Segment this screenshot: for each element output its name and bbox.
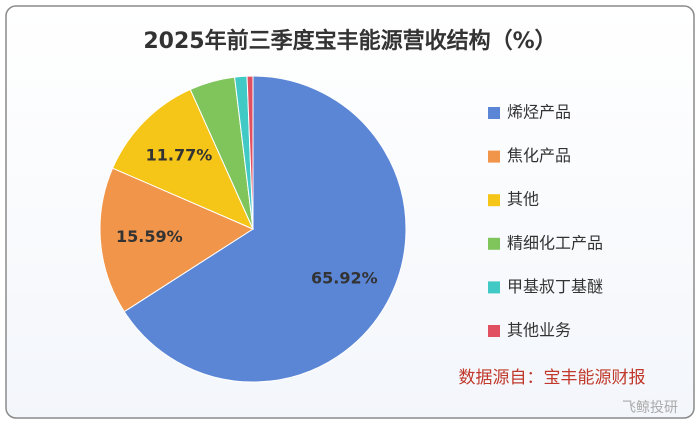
legend-swatch (488, 194, 500, 207)
data-label: 15.59% (116, 227, 183, 246)
legend-label: 焦化产品 (507, 146, 571, 165)
legend-label: 其他业务 (507, 321, 571, 340)
legend-swatch (488, 150, 500, 163)
pie-slice (123, 75, 407, 383)
watermark: 飞鲸投研 (622, 400, 678, 416)
data-label: 65.92% (311, 268, 378, 287)
legend-swatch (488, 325, 500, 337)
pie-slice (99, 167, 255, 313)
pie-slice (246, 75, 254, 230)
legend-label: 精细化工产品 (507, 233, 603, 252)
legend-label: 烯烃产品 (507, 103, 571, 122)
chart-title: 2025年前三季度宝丰能源营收结构（%） (143, 28, 556, 54)
source: 数据源自：宝丰能源财报 (459, 368, 646, 388)
pie-slice (111, 88, 254, 230)
legend-swatch (488, 281, 500, 294)
legend-label: 其他 (507, 190, 539, 209)
legend-swatch (488, 237, 500, 250)
data-label: 11.77% (146, 145, 213, 164)
legend-swatch (488, 107, 500, 119)
legend-label: 甲基叔丁基醚 (507, 277, 603, 296)
